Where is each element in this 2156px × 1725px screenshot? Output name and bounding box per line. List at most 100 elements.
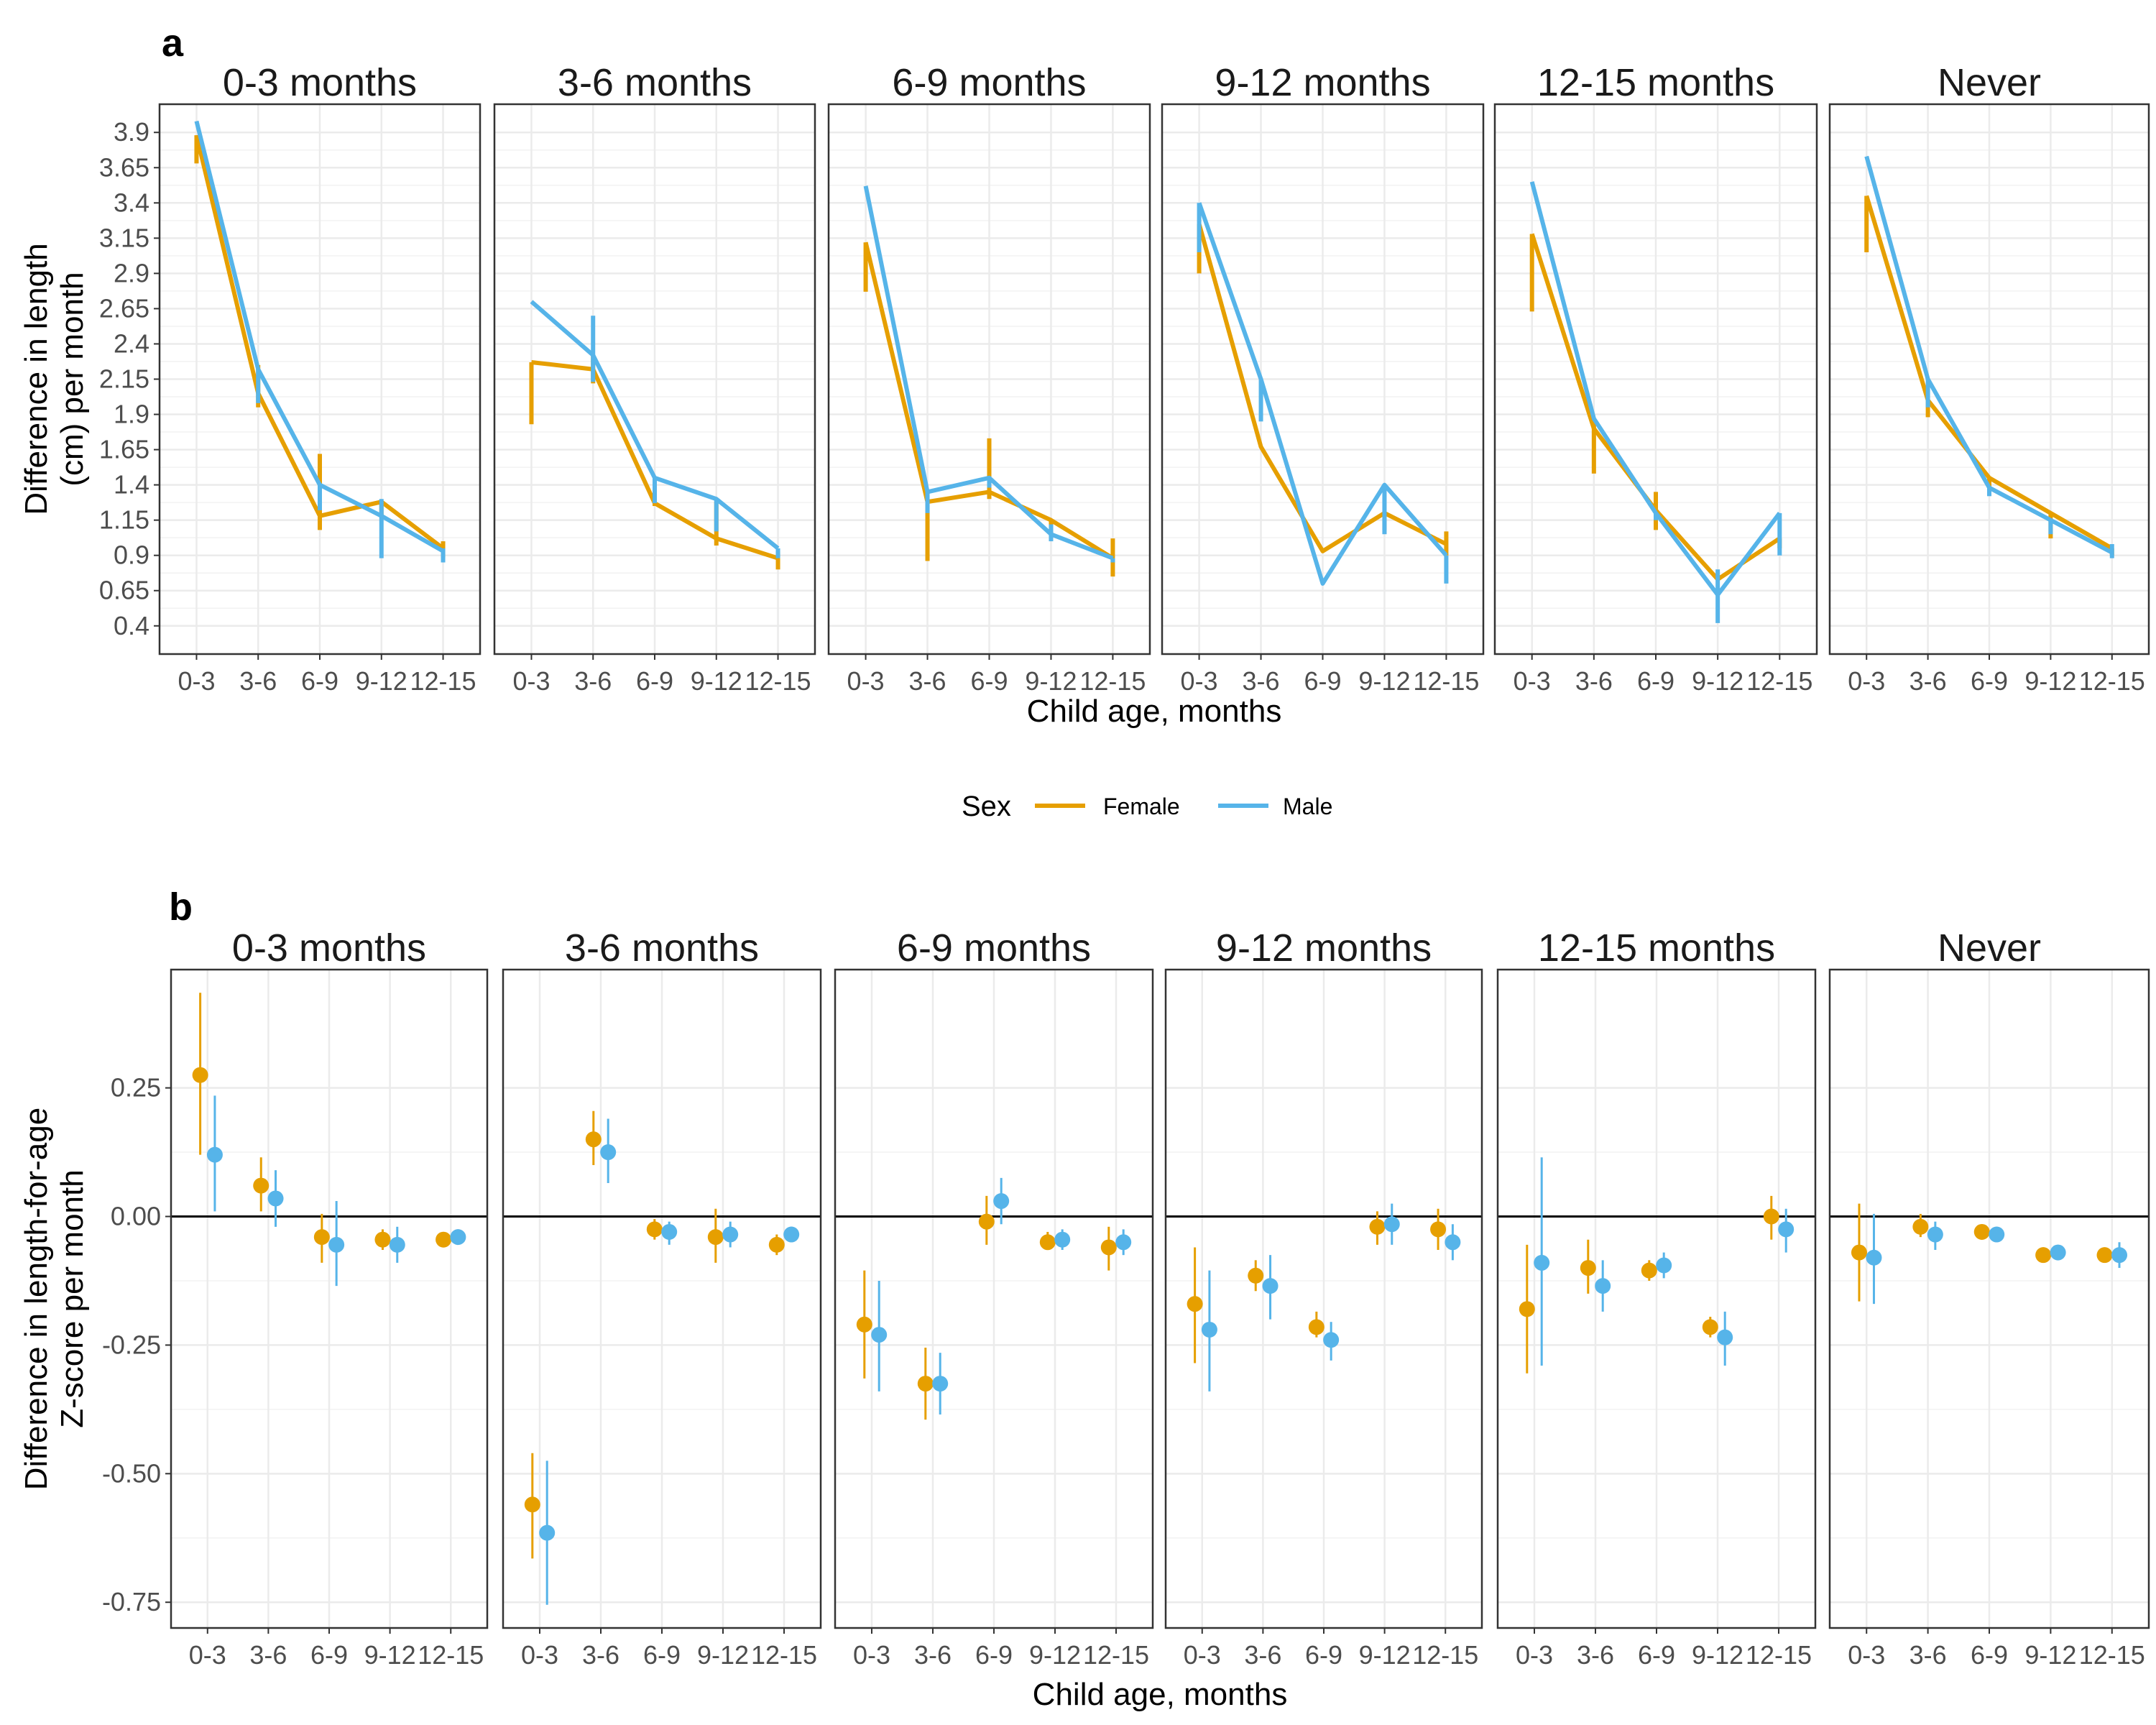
panel-letter: a (162, 22, 184, 65)
facet-title: 12-15 months (1538, 926, 1775, 970)
x-tick-label: 9-12 (697, 1640, 749, 1670)
data-point-female (313, 1229, 330, 1246)
data-point-female (1039, 1234, 1056, 1251)
y-axis-title: Z-score per month (55, 1169, 90, 1427)
data-point-female (1369, 1218, 1386, 1235)
data-point-female (524, 1496, 540, 1513)
x-tick-label: 9-12 (691, 666, 742, 696)
y-tick-label: 1.9 (114, 400, 149, 429)
chart-a: a Difference in length (cm) per month Child… (19, 22, 2150, 729)
x-tick-label: 3-6 (914, 1640, 952, 1670)
x-tick-label: 12-15 (1412, 1640, 1478, 1670)
y-tick-label: 1.4 (114, 470, 149, 500)
y-tick-label: 0.65 (99, 576, 149, 605)
y-tick-label: 2.65 (99, 293, 149, 323)
data-point-male (1383, 1216, 1400, 1233)
y-tick-label: 3.65 (99, 152, 149, 182)
data-point-male (267, 1190, 284, 1207)
data-point-female (1430, 1221, 1447, 1238)
data-point-female (2096, 1247, 2113, 1264)
x-tick-label: 3-6 (1577, 1640, 1614, 1670)
y-tick-label: -0.50 (102, 1458, 161, 1488)
x-tick-label: 6-9 (643, 1640, 681, 1670)
x-tick-label: 0-3 (1184, 1640, 1221, 1670)
facet-title: 9-12 months (1216, 926, 1432, 970)
x-axis-title: Child age, months (1027, 694, 1282, 729)
data-point-female (192, 1067, 208, 1083)
data-point-male (1201, 1321, 1217, 1338)
data-point-female (646, 1221, 663, 1238)
x-tick-label: 12-15 (1746, 666, 1812, 696)
y-tick-label: 0.4 (114, 611, 149, 640)
x-tick-label: 6-9 (1637, 666, 1674, 696)
x-tick-label: 3-6 (1243, 666, 1280, 696)
x-tick-label: 3-6 (1575, 666, 1613, 696)
data-point-male (450, 1229, 466, 1246)
data-point-male (1656, 1257, 1672, 1274)
facet-panel: 0-3 months 0-3 3-6 6-9 9-12 12-15 (170, 926, 489, 1670)
x-tick-label: 0-3 (189, 1640, 226, 1670)
x-tick-label: 0-3 (512, 666, 550, 696)
data-point-male (1115, 1234, 1132, 1251)
data-point-female (856, 1316, 872, 1333)
y-tick-label: 3.4 (114, 188, 149, 217)
data-point-male (1534, 1254, 1550, 1271)
y-tick-label: 1.65 (99, 435, 149, 464)
facet-panel: 9-12 months 0-3 3-6 6-9 9-12 12-15 (1164, 926, 1483, 1670)
x-tick-label: 6-9 (1304, 666, 1341, 696)
data-point-male (661, 1223, 678, 1240)
x-tick-label: 9-12 (1025, 666, 1077, 696)
x-tick-label: 12-15 (418, 1640, 484, 1670)
data-point-female (1702, 1319, 1718, 1335)
legend-male-label: Male (1283, 794, 1332, 819)
data-point-female (1308, 1319, 1325, 1335)
panel-letter: b (169, 886, 193, 929)
data-point-female (1641, 1262, 1657, 1279)
data-point-male (2050, 1244, 2066, 1261)
data-point-female (707, 1229, 724, 1246)
x-tick-label: 12-15 (2079, 666, 2145, 696)
data-point-male (1927, 1226, 1943, 1243)
y-tick-label: -0.25 (102, 1330, 161, 1359)
x-tick-label: 12-15 (2079, 1640, 2145, 1670)
data-point-female (1763, 1208, 1779, 1225)
facet-title: 6-9 months (897, 926, 1091, 970)
x-tick-label: 9-12 (2024, 1640, 2076, 1670)
x-tick-label: 12-15 (1746, 1640, 1812, 1670)
x-tick-label: 9-12 (1692, 1640, 1743, 1670)
x-tick-label: 0-3 (1516, 1640, 1553, 1670)
legend: Sex Female Male (962, 791, 1332, 822)
x-tick-label: 6-9 (975, 1640, 1013, 1670)
data-point-male (1445, 1234, 1461, 1251)
x-tick-label: 12-15 (1083, 1640, 1149, 1670)
data-point-female (1851, 1244, 1867, 1261)
facet-panel: 3-6 months 0-3 3-6 6-9 9-12 12-15 (502, 926, 822, 1670)
x-tick-label: 3-6 (249, 1640, 287, 1670)
data-point-female (2035, 1247, 2052, 1264)
facet-title: Never (1938, 926, 2041, 970)
x-tick-label: 9-12 (364, 1640, 416, 1670)
y-tick-label: 1.15 (99, 505, 149, 535)
data-point-female (768, 1236, 785, 1253)
x-tick-label: 12-15 (410, 666, 476, 696)
data-point-male (993, 1193, 1010, 1210)
x-tick-label: 9-12 (1029, 1640, 1081, 1670)
x-tick-label: 0-3 (1181, 666, 1218, 696)
x-tick-label: 12-15 (1413, 666, 1479, 696)
x-tick-label: 6-9 (1305, 1640, 1342, 1670)
x-tick-label: 0-3 (521, 1640, 558, 1670)
facet-title: 6-9 months (892, 61, 1086, 104)
data-point-male (932, 1376, 949, 1392)
data-point-female (1912, 1218, 1929, 1235)
x-tick-label: 3-6 (909, 666, 946, 696)
y-tick-label: 2.15 (99, 364, 149, 394)
data-point-female (1519, 1301, 1535, 1317)
x-tick-label: 3-6 (1909, 1640, 1947, 1670)
x-tick-label: 6-9 (1971, 666, 2008, 696)
data-point-male (389, 1236, 405, 1253)
x-tick-label: 12-15 (745, 666, 811, 696)
y-tick-label: -0.75 (102, 1587, 161, 1616)
series-line-female (194, 134, 445, 551)
series-line-female (1197, 223, 1447, 553)
